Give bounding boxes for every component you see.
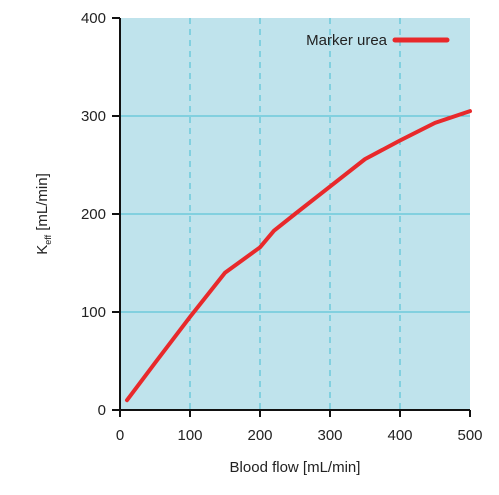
series-lines <box>125 109 472 403</box>
series-line-marker-urea <box>125 109 472 403</box>
legend: Marker urea <box>306 32 450 49</box>
y-tick-label: 300 <box>81 108 106 125</box>
y-axis-label-subscript: eff <box>43 234 53 244</box>
y-tick-label: 200 <box>81 206 106 223</box>
x-tick-label: 300 <box>317 427 342 444</box>
tick-labels: 0 100 200 300 400 0 100 200 300 400 500 <box>81 10 483 444</box>
y-axis-label-units: [mL/min] <box>34 173 51 235</box>
y-axis-label-main: K <box>34 245 51 255</box>
x-axis-label: Blood flow [mL/min] <box>230 459 361 476</box>
x-tick-label: 200 <box>247 427 272 444</box>
y-axis-label: Keff [mL/min] <box>34 173 53 255</box>
x-tick-label: 0 <box>116 427 124 444</box>
x-tick-label: 100 <box>177 427 202 444</box>
legend-label: Marker urea <box>306 32 388 49</box>
y-tick-label: 400 <box>81 10 106 27</box>
x-tick-label: 500 <box>457 427 482 444</box>
y-tick-label: 0 <box>98 402 106 419</box>
y-tick-label: 100 <box>81 304 106 321</box>
x-tick-label: 400 <box>387 427 412 444</box>
